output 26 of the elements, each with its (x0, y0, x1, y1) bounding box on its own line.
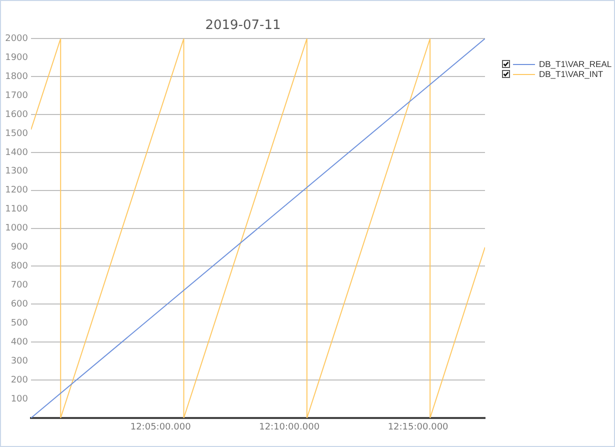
x-tick-label: 12:15:00.000 (388, 422, 449, 433)
chart-title: 2019-07-11 (205, 18, 281, 34)
y-tick-label: 400 (10, 337, 28, 348)
y-tick-label: 1500 (5, 128, 28, 139)
y-tick-label: 300 (10, 356, 28, 366)
legend-label: DB_T1\VAR_INT (539, 69, 604, 79)
y-tick-label: 100 (10, 394, 28, 404)
y-tick-label: 900 (10, 242, 28, 253)
y-tick-label: 1600 (5, 110, 28, 120)
y-tick-label: 1000 (5, 224, 28, 234)
y-tick-label: 1100 (5, 204, 28, 215)
x-tick-label: 12:10:00.000 (259, 422, 320, 433)
y-tick-label: 600 (10, 300, 28, 310)
y-tick-label: 1800 (5, 72, 28, 82)
legend-label: DB_T1\VAR_REAL (539, 59, 612, 69)
y-tick-label: 500 (10, 318, 28, 328)
y-tick-label: 1700 (5, 90, 28, 101)
y-tick-label: 700 (10, 280, 28, 291)
y-tick-label: 1400 (5, 148, 28, 158)
y-tick-label: 1200 (5, 186, 28, 196)
y-tick-label: 2000 (5, 34, 28, 44)
y-tick-label: 200 (10, 375, 28, 386)
x-tick-label: 12:05:00.000 (130, 422, 192, 433)
y-tick-label: 1900 (5, 52, 28, 63)
y-tick-label: 1300 (5, 166, 28, 177)
y-tick-label: 800 (10, 262, 28, 272)
